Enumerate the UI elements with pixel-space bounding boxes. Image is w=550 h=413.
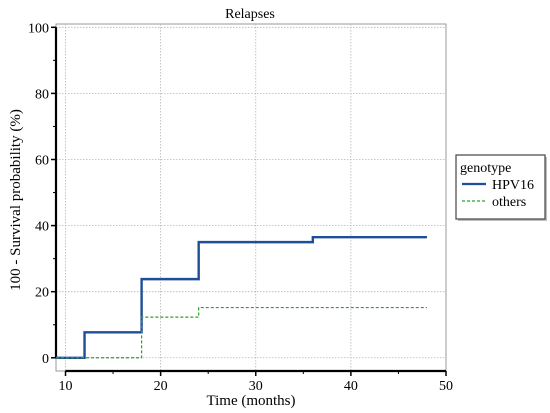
legend-label-hpv16: HPV16 bbox=[492, 178, 534, 193]
grid-layer bbox=[55, 23, 447, 372]
x-tick-label: 30 bbox=[249, 379, 263, 394]
legend-box bbox=[455, 154, 546, 220]
y-tick-label: 20 bbox=[35, 286, 49, 301]
x-tick-label: 10 bbox=[59, 379, 73, 394]
plot-frame bbox=[55, 23, 447, 372]
series-others-line bbox=[56, 306, 427, 359]
legend: genotype HPV16 others bbox=[455, 154, 547, 221]
axes-layer: 0 20 40 60 80 100 10 20 30 40 50 bbox=[28, 21, 453, 394]
series-hpv16-line bbox=[56, 235, 427, 359]
y-tick-label: 0 bbox=[42, 352, 49, 367]
y-axis-label: 100 - Survival probability (%) bbox=[8, 109, 24, 291]
chart-title: Relapses bbox=[225, 7, 275, 22]
y-tick-label: 60 bbox=[35, 153, 49, 168]
y-tick-label: 100 bbox=[28, 21, 49, 36]
x-tick-label: 40 bbox=[344, 379, 358, 394]
x-axis-label: Time (months) bbox=[206, 393, 295, 409]
legend-label-others: others bbox=[492, 195, 526, 210]
x-tick-label: 20 bbox=[154, 379, 168, 394]
y-tick-label: 40 bbox=[35, 220, 49, 235]
y-tick-label: 80 bbox=[35, 87, 49, 102]
legend-title: genotype bbox=[460, 161, 511, 176]
x-tick-label: 50 bbox=[439, 379, 453, 394]
series-layer bbox=[56, 235, 427, 359]
